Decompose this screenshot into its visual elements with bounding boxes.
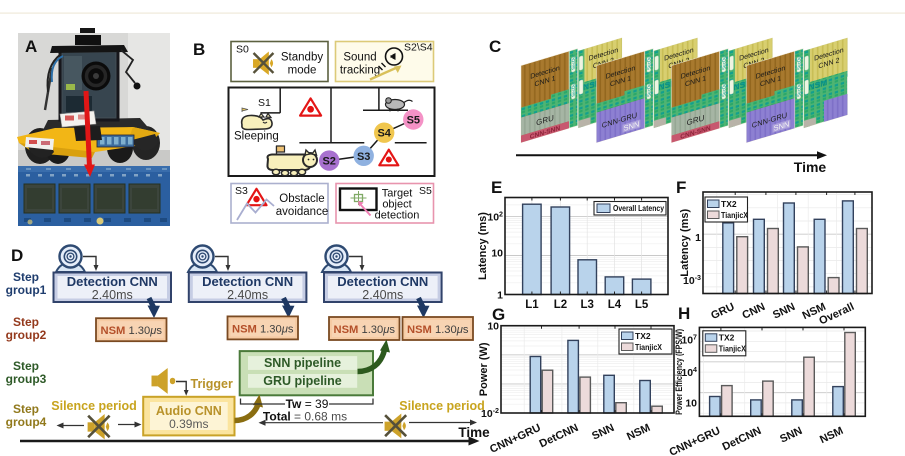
- svg-text:SNN pipeline: SNN pipeline: [264, 356, 341, 370]
- svg-text:L1: L1: [525, 299, 539, 311]
- svg-text:S3: S3: [357, 151, 370, 163]
- svg-text:SecDet: SecDet: [647, 53, 652, 70]
- svg-text:Detection CNN: Detection CNN: [202, 274, 293, 289]
- svg-text:Standby: Standby: [281, 52, 323, 64]
- svg-text:NSM 1.30μs: NSM 1.30μs: [334, 324, 396, 336]
- svg-text:NSM 1.30μs: NSM 1.30μs: [407, 324, 469, 336]
- svg-text:Target: Target: [382, 188, 413, 200]
- svg-text:Audio CNN: Audio CNN: [156, 404, 222, 418]
- svg-text:S2\S4: S2\S4: [404, 42, 433, 54]
- svg-text:Silence period: Silence period: [51, 399, 136, 413]
- svg-text:Latency (ms): Latency (ms): [679, 208, 691, 276]
- svg-text:NSM 1.30μs: NSM 1.30μs: [232, 323, 294, 335]
- svg-text:E: E: [491, 178, 502, 197]
- svg-text:Detection CNN: Detection CNN: [67, 274, 158, 289]
- svg-text:Total = 0.68 ms: Total = 0.68 ms: [263, 410, 347, 424]
- svg-text:group1: group1: [6, 283, 47, 297]
- svg-text:NSM: NSM: [818, 425, 845, 446]
- svg-text:10-2: 10-2: [481, 407, 499, 420]
- svg-text:0.39ms: 0.39ms: [169, 417, 208, 431]
- svg-text:TX2: TX2: [719, 333, 735, 343]
- svg-text:group2: group2: [6, 328, 47, 342]
- svg-text:CNN: CNN: [740, 301, 767, 322]
- svg-text:SecDet: SecDet: [647, 80, 652, 97]
- svg-text:Time: Time: [794, 159, 827, 175]
- svg-text:Trigger: Trigger: [191, 377, 234, 391]
- svg-text:1: 1: [497, 290, 503, 302]
- svg-text:Sound: Sound: [343, 52, 376, 64]
- svg-text:S3: S3: [235, 185, 248, 197]
- svg-text:SNN: SNN: [590, 422, 616, 443]
- svg-text:detection: detection: [375, 210, 420, 222]
- svg-text:CNN+GRU: CNN+GRU: [668, 425, 723, 456]
- svg-text:DetCNN: DetCNN: [721, 425, 764, 453]
- svg-text:Latency (ms): Latency (ms): [477, 212, 489, 280]
- svg-text:10: 10: [685, 398, 697, 410]
- svg-text:Tw = 39: Tw = 39: [286, 397, 329, 411]
- svg-text:NSM 1.30μs: NSM 1.30μs: [101, 325, 163, 337]
- svg-text:Step: Step: [13, 402, 39, 416]
- svg-text:group4: group4: [6, 415, 47, 429]
- svg-text:NSM: NSM: [625, 422, 652, 443]
- svg-text:F: F: [676, 178, 686, 197]
- svg-text:TianjicX: TianjicX: [635, 342, 662, 352]
- svg-text:S5: S5: [419, 185, 432, 197]
- svg-text:SecDet: SecDet: [797, 80, 802, 97]
- svg-text:GRU pipeline: GRU pipeline: [263, 374, 342, 388]
- svg-text:SecDet: SecDet: [797, 53, 802, 70]
- svg-text:Step: Step: [13, 359, 39, 373]
- svg-text:2.40ms: 2.40ms: [92, 288, 133, 302]
- svg-text:avoidance: avoidance: [276, 206, 328, 218]
- svg-text:S5: S5: [407, 115, 420, 127]
- svg-text:SecDet: SecDet: [571, 80, 576, 97]
- svg-text:C: C: [489, 37, 501, 56]
- svg-text:Silence period: Silence period: [399, 399, 484, 413]
- svg-text:Detection CNN: Detection CNN: [337, 274, 428, 289]
- svg-text:10: 10: [487, 321, 499, 333]
- svg-text:Time: Time: [458, 425, 490, 440]
- svg-text:TianjicX: TianjicX: [719, 344, 746, 354]
- svg-text:B: B: [193, 40, 205, 59]
- svg-text:L3: L3: [580, 299, 593, 311]
- svg-text:102: 102: [487, 211, 503, 224]
- svg-text:L4: L4: [608, 299, 622, 311]
- svg-text:L5: L5: [635, 299, 649, 311]
- svg-text:mode: mode: [288, 65, 317, 77]
- svg-text:2.40ms: 2.40ms: [227, 288, 268, 302]
- svg-text:SecDet: SecDet: [722, 53, 727, 70]
- svg-text:S4: S4: [377, 128, 391, 140]
- svg-text:Overall Latency: Overall Latency: [613, 203, 664, 213]
- svg-text:TX2: TX2: [721, 199, 737, 209]
- svg-text:SNN: SNN: [778, 425, 804, 446]
- svg-text:Power Efficiency (FPS/W): Power Efficiency (FPS/W): [674, 329, 685, 415]
- svg-text:2.40ms: 2.40ms: [362, 288, 403, 302]
- svg-text:DetCNN: DetCNN: [538, 422, 581, 450]
- svg-text:S2: S2: [322, 156, 335, 168]
- svg-text:SecDet: SecDet: [722, 80, 727, 97]
- svg-text:group3: group3: [6, 372, 47, 386]
- svg-text:10: 10: [491, 248, 503, 260]
- svg-text:H: H: [678, 304, 690, 323]
- svg-text:CNN+GRU: CNN+GRU: [488, 422, 543, 456]
- svg-text:1: 1: [695, 232, 701, 244]
- svg-text:SecDet: SecDet: [571, 53, 576, 70]
- svg-text:S1: S1: [258, 97, 271, 109]
- svg-text:Obstacle: Obstacle: [279, 193, 324, 205]
- svg-text:Step: Step: [13, 315, 39, 329]
- svg-text:GRU: GRU: [709, 301, 736, 322]
- svg-text:SNN: SNN: [771, 301, 797, 322]
- svg-text:TX2: TX2: [635, 331, 651, 341]
- svg-text:TianjicX: TianjicX: [721, 210, 748, 220]
- svg-text:object: object: [382, 199, 411, 211]
- svg-text:D: D: [11, 246, 23, 265]
- svg-text:Sleeping: Sleeping: [234, 131, 279, 143]
- svg-text:L2: L2: [554, 299, 567, 311]
- svg-text:Step: Step: [13, 270, 39, 284]
- svg-text:tracking: tracking: [340, 65, 380, 77]
- svg-text:A: A: [25, 37, 37, 56]
- svg-text:G: G: [492, 305, 505, 324]
- svg-text:S0: S0: [236, 44, 249, 56]
- svg-text:Power (W): Power (W): [478, 342, 490, 396]
